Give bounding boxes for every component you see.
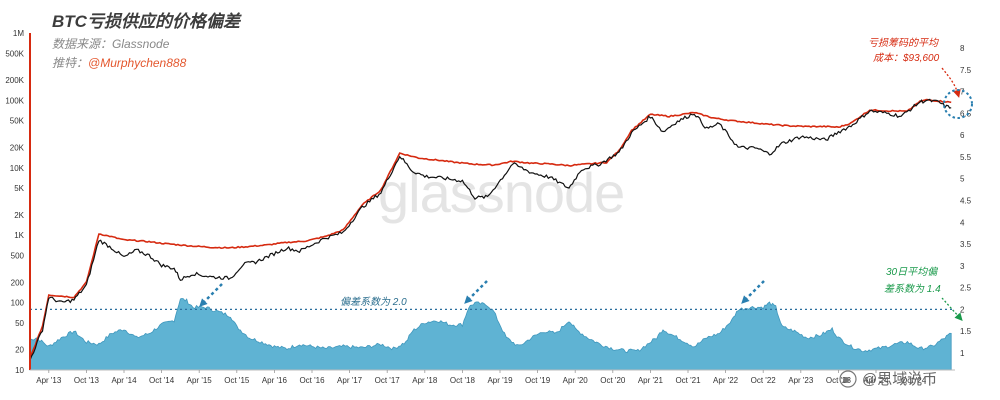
author-handle: @Murphychen888 (88, 56, 187, 70)
author-line: 推特：@Murphychen888 (52, 56, 187, 70)
right-tick-label: 8 (960, 44, 965, 53)
cost-basis-annotation-line2: 成本：$93,600 (873, 52, 940, 64)
left-tick-label: 50 (15, 319, 24, 328)
left-tick-label: 20K (10, 144, 25, 153)
left-tick-label: 10K (10, 164, 25, 173)
left-tick-label: 1M (13, 29, 24, 38)
left-tick-label: 100 (11, 299, 25, 308)
left-tick-label: 2K (14, 211, 24, 220)
left-tick-label: 10 (15, 366, 24, 375)
right-tick-label: 6 (960, 131, 965, 140)
x-tick-label: Apr '18 (412, 376, 438, 385)
peak-arrow-2015 (202, 284, 222, 304)
left-tick-label: 200 (11, 278, 25, 287)
data-source: 数据来源：Glassnode (52, 37, 170, 51)
weibo-icon-eye (843, 377, 849, 383)
x-tick-label: Oct '20 (600, 376, 626, 385)
x-tick-label: Apr '16 (262, 376, 288, 385)
deviation-2-annotation: 偏差系数为 2.0 (340, 296, 407, 308)
left-axis-ticks: 1M 500K 200K 100K 50K 20K 10K 5K 2K 1K 500 200 100 50… (5, 29, 24, 375)
x-tick-label: Oct '14 (149, 376, 175, 385)
right-tick-label: 5 (960, 175, 965, 184)
x-tick-label: Apr '23 (788, 376, 814, 385)
x-tick-label: Apr '13 (36, 376, 62, 385)
right-tick-label: 7.5 (960, 66, 972, 75)
x-tick-label: Oct '19 (525, 376, 551, 385)
left-tick-label: 200K (5, 76, 24, 85)
x-axis-ticks: Apr '13 Oct '13 Apr '14 Oct '14 Apr '15 Oct '… (36, 370, 926, 385)
x-tick-label: Apr '14 (111, 376, 137, 385)
right-tick-label: 4 (960, 218, 965, 227)
x-tick-label: Apr '17 (337, 376, 363, 385)
left-tick-label: 50K (10, 117, 25, 126)
right-tick-label: 3 (960, 262, 965, 271)
left-tick-label: 500 (11, 252, 25, 261)
right-axis-ticks: 87.576.565.554.543.532.521.51 (960, 44, 972, 358)
right-tick-label: 2 (960, 305, 965, 314)
left-tick-label: 5K (14, 184, 24, 193)
right-tick-label: 1 (960, 349, 965, 358)
x-tick-label: Apr '15 (187, 376, 213, 385)
watermark: glassnode (378, 161, 624, 224)
weibo-mark: @思域说币 (840, 371, 937, 388)
peak-arrow-2022 (744, 281, 764, 301)
right-tick-label: 3.5 (960, 240, 972, 249)
x-tick-label: Oct '17 (375, 376, 401, 385)
x-tick-label: Apr '19 (487, 376, 513, 385)
avg30-annotation-line1: 30日平均偏 (886, 266, 938, 278)
avg30-annotation-line2: 差系数为 1.4 (884, 283, 941, 295)
left-tick-label: 100K (5, 96, 24, 105)
author-prefix: 推特： (52, 56, 88, 70)
x-tick-label: Oct '16 (299, 376, 325, 385)
x-tick-label: Oct '21 (675, 376, 701, 385)
left-tick-label: 20 (15, 346, 24, 355)
highlight-circle (944, 90, 972, 118)
weibo-handle: @思域说币 (862, 371, 937, 388)
x-tick-label: Oct '22 (751, 376, 777, 385)
x-tick-label: Oct '13 (74, 376, 100, 385)
peak-arrow-2018 (467, 281, 487, 301)
left-tick-label: 500K (5, 49, 24, 58)
chart-title: BTC亏损供应的价格偏差 (52, 12, 242, 31)
right-tick-label: 5.5 (960, 153, 972, 162)
cost-basis-annotation-line1: 亏损筹码的平均 (868, 37, 939, 49)
right-tick-label: 2.5 (960, 284, 972, 293)
x-tick-label: Apr '21 (638, 376, 664, 385)
x-tick-label: Oct '15 (224, 376, 250, 385)
x-tick-label: Apr '22 (713, 376, 739, 385)
avg30-arrow (942, 298, 960, 318)
x-tick-label: Oct '18 (450, 376, 476, 385)
left-tick-label: 1K (14, 231, 24, 240)
cost-basis-arrow (942, 68, 958, 94)
right-tick-label: 1.5 (960, 327, 972, 336)
x-tick-label: Apr '20 (563, 376, 589, 385)
right-tick-label: 4.5 (960, 197, 972, 206)
